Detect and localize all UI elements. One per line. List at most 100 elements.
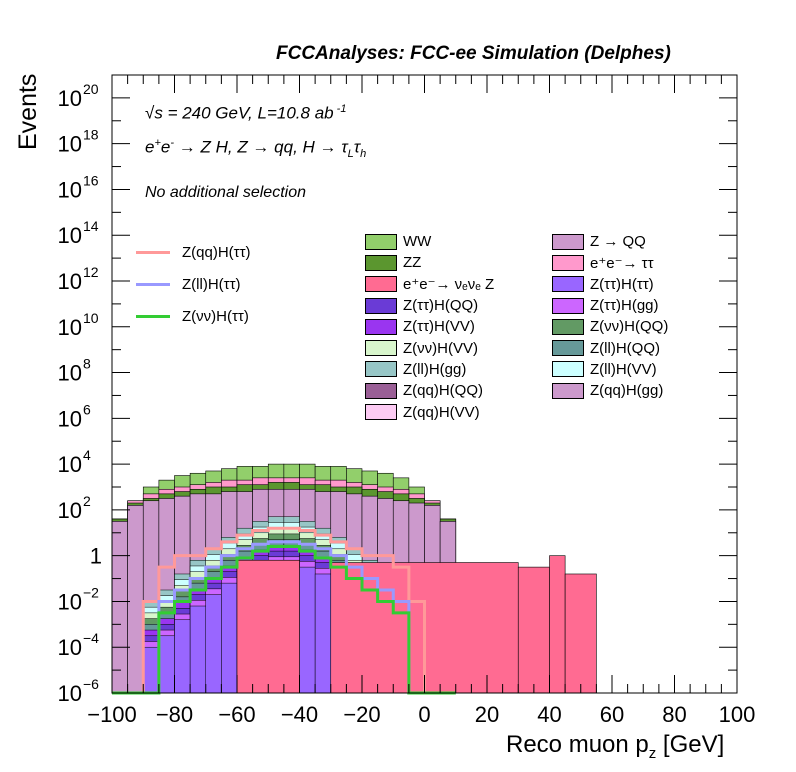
legend-label: Z(ll)H(QQ) <box>590 339 660 357</box>
legend-entry: Z(ττ)H(gg) <box>552 295 668 316</box>
y-tick-label: 10 <box>58 269 82 294</box>
x-tick-label: 20 <box>475 702 499 727</box>
y-tick-label: 10 <box>58 498 82 523</box>
minor-stack-bar <box>299 566 316 694</box>
legend-label: Z(ττ)H(VV) <box>403 318 475 336</box>
legend-label: e⁺e⁻→ νₑνₑ Z <box>403 276 495 294</box>
legend-label: e⁺e⁻→ ττ <box>590 254 654 272</box>
chart-title: FCCAnalyses: FCC-ee Simulation (Delphes) <box>276 43 671 64</box>
stack-bar <box>111 521 128 694</box>
y-tick-exponent: 2 <box>83 493 91 509</box>
legend-color-swatch <box>365 233 397 250</box>
legend-color-swatch <box>365 254 397 271</box>
x-tick-label: −100 <box>87 702 137 727</box>
y-tick-exponent: −4 <box>83 630 99 646</box>
legend-entry: e⁺e⁻→ ττ <box>552 252 668 273</box>
legend-line-swatch <box>136 250 170 254</box>
legend-color-swatch <box>365 297 397 314</box>
legend-color-swatch <box>365 361 397 378</box>
legend-entry: Z(qq)H(VV) <box>365 401 494 422</box>
legend-color-swatch <box>365 276 397 293</box>
legend-entry: Z(qq)H(ττ) <box>136 236 251 268</box>
y-tick-label: 10 <box>58 406 82 431</box>
x-tick-label: 100 <box>719 702 756 727</box>
minor-stack-bar <box>221 582 238 694</box>
legend-entry: Z(qq)H(gg) <box>552 380 668 401</box>
x-tick-label: 0 <box>418 702 430 727</box>
legend-entry: Z(qq)H(QQ) <box>365 380 494 401</box>
y-tick-exponent: −6 <box>83 676 99 692</box>
x-tick-label: −80 <box>156 702 193 727</box>
legend-color-swatch <box>365 318 397 335</box>
legend-label: Z → QQ <box>590 233 646 251</box>
stack-bar <box>127 505 144 694</box>
x-axis-label-unit: [GeV] <box>656 731 725 758</box>
legend-color-swatch <box>552 340 584 357</box>
legend-entry: Z(ττ)H(QQ) <box>365 295 494 316</box>
legend-label: Z(νν)H(ττ) <box>182 307 249 325</box>
legend-label: Z(ττ)H(QQ) <box>403 297 479 315</box>
y-tick-exponent: −2 <box>83 584 99 600</box>
legend-line-swatch <box>136 314 170 318</box>
y-axis-label: Events <box>14 73 42 150</box>
y-tick-exponent: 6 <box>83 401 91 417</box>
legend-label: Z(ττ)H(gg) <box>590 297 659 315</box>
legend-entry: WW <box>365 231 494 252</box>
legend-entry: Z(ll)H(gg) <box>365 359 494 380</box>
legend-label: Z(ll)H(gg) <box>403 360 467 378</box>
legend-entry: Z(νν)H(VV) <box>365 337 494 358</box>
stack-legend-col1: WW ZZ e⁺e⁻→ νₑνₑ Z Z(ττ)H(QQ) Z(ττ)H(VV) Z(νν… <box>365 231 494 423</box>
legend-color-swatch <box>552 276 584 293</box>
legend-color-swatch <box>552 233 584 250</box>
minor-stack-bar <box>174 619 191 694</box>
signal-lines <box>112 526 456 695</box>
y-tick-label: 10 <box>58 361 82 386</box>
legend-entry: Z(νν)H(ττ) <box>136 300 251 332</box>
legend-color-swatch <box>552 382 584 399</box>
x-tick-label: −20 <box>343 702 380 727</box>
y-tick-exponent: 10 <box>83 310 99 326</box>
y-tick-exponent: 18 <box>83 127 99 143</box>
legend-label: Z(qq)H(QQ) <box>403 382 483 400</box>
x-axis-label-sub: z <box>648 744 657 762</box>
y-tick-exponent: 12 <box>83 264 99 280</box>
legend-color-swatch <box>552 254 584 271</box>
x-tick-label: −60 <box>218 702 255 727</box>
legend-label: Z(qq)H(VV) <box>403 403 480 421</box>
signal-line <box>112 526 456 695</box>
y-tick-label: 10 <box>58 681 82 706</box>
y-tick-exponent: 4 <box>83 447 91 463</box>
legend-entry: Z(ττ)H(ττ) <box>552 274 668 295</box>
legend-color-swatch <box>552 361 584 378</box>
y-tick-exponent: 16 <box>83 172 99 188</box>
legend-line-swatch <box>136 282 170 286</box>
legend-entry: e⁺e⁻→ νₑνₑ Z <box>365 274 494 295</box>
legend-label: WW <box>403 233 432 251</box>
legend-label: Z(ττ)H(ττ) <box>590 275 654 293</box>
legend-label: Z(qq)H(ττ) <box>182 243 251 261</box>
legend-entry: Z(νν)H(QQ) <box>552 316 668 337</box>
legend-entry: Z(ll)H(VV) <box>552 359 668 380</box>
legend-color-swatch <box>365 340 397 357</box>
energy-symbol: s <box>154 103 163 123</box>
minor-stack-bar <box>205 594 222 694</box>
legend-entry: ZZ <box>365 252 494 273</box>
legend-label: Z(ll)H(VV) <box>590 360 657 378</box>
y-tick-label: 10 <box>58 177 82 202</box>
process-annotation: e+e- → Z H, Z → qq, H → τLτh <box>145 137 367 161</box>
x-tick-label: −40 <box>281 702 318 727</box>
y-tick-label: 10 <box>58 223 82 248</box>
nunuz-bar <box>517 566 550 694</box>
x-axis: −100 −80 −60 −40 −20 0 20 40 60 80 100 <box>87 75 755 727</box>
nunuz-bar <box>236 559 300 694</box>
y-tick-exponent: 14 <box>83 218 99 234</box>
y-tick-label: 10 <box>58 589 82 614</box>
y-tick-exponent: 20 <box>83 81 99 97</box>
legend-entry: Z → QQ <box>552 231 668 252</box>
legend-entry: Z(ll)H(ττ) <box>136 268 251 300</box>
y-tick-label: 10 <box>58 315 82 340</box>
legend-entry: Z(ll)H(QQ) <box>552 337 668 358</box>
y-tick-exponent: 8 <box>83 356 91 372</box>
minor-stack-bar <box>314 573 331 694</box>
